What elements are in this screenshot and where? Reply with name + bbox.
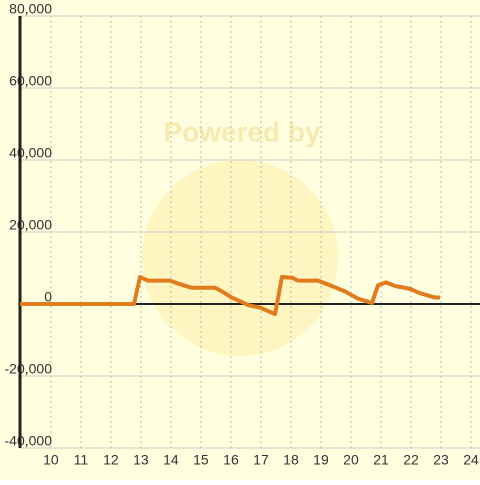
y-tick-label: 60,000 (9, 73, 52, 89)
y-tick-label: -40,000 (5, 433, 53, 449)
x-tick-label: 15 (193, 452, 209, 468)
x-tick-label: 17 (253, 452, 269, 468)
watermark-logo (142, 160, 338, 356)
x-tick-label: 21 (373, 452, 389, 468)
y-tick-label: 20,000 (9, 217, 52, 233)
x-tick-label: 11 (74, 452, 89, 468)
y-tick-label: 40,000 (9, 145, 52, 161)
x-tick-label: 12 (103, 452, 119, 468)
y-tick-label: -20,000 (5, 361, 53, 377)
x-tick-label: 18 (283, 452, 299, 468)
x-tick-label: 19 (313, 452, 329, 468)
watermark: Powered by (163, 116, 321, 147)
x-tick-label: 13 (133, 452, 149, 468)
x-tick-label: 24 (463, 452, 479, 468)
x-tick-label: 16 (223, 452, 239, 468)
data-line (20, 275, 441, 317)
y-tick-label: 80,000 (9, 1, 52, 17)
x-tick-label: 22 (403, 452, 419, 468)
x-tick-label: 14 (163, 452, 179, 468)
x-tick-label: 20 (343, 452, 359, 468)
x-tick-label: 23 (433, 452, 449, 468)
y-tick-label: 0 (44, 289, 52, 305)
x-tick-label: 10 (43, 452, 59, 468)
